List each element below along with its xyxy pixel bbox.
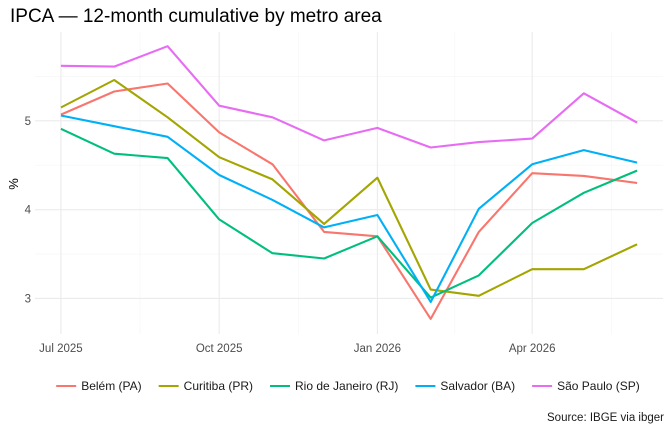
y-axis-title: % <box>6 178 21 190</box>
x-tick-label: Oct 2025 <box>196 343 243 355</box>
x-tick-label: Jul 2025 <box>39 343 82 355</box>
series-line <box>60 114 638 304</box>
chart-title: IPCA — 12-month cumulative by metro area <box>10 6 382 27</box>
legend: Belém (PA) Curitiba (PR) Rio de Janeiro (R… <box>56 379 640 393</box>
y-tick-label: 4 <box>25 205 32 217</box>
grid <box>35 32 663 334</box>
x-axis-ticks: Jul 2025 Oct 2025 Jan 2026 Apr 2026 <box>39 343 555 355</box>
y-tick-label: 5 <box>25 116 31 128</box>
series-line <box>60 82 638 320</box>
legend-label: São Paulo (SP) <box>557 379 640 393</box>
legend-label: Salvador (BA) <box>440 379 515 393</box>
legend-label: Belém (PA) <box>81 379 141 393</box>
series-lines <box>60 45 638 320</box>
series-line <box>60 78 638 297</box>
chart-caption: Source: IBGE via ibger <box>547 412 664 424</box>
y-axis-ticks: 3 4 5 <box>25 116 32 306</box>
series-line <box>60 127 638 299</box>
series-line <box>60 45 638 149</box>
legend-label: Rio de Janeiro (RJ) <box>295 379 398 393</box>
x-tick-label: Apr 2026 <box>509 343 556 355</box>
x-tick-label: Jan 2026 <box>354 343 401 355</box>
y-tick-label: 3 <box>25 293 31 305</box>
legend-label: Curitiba (PR) <box>184 379 253 393</box>
